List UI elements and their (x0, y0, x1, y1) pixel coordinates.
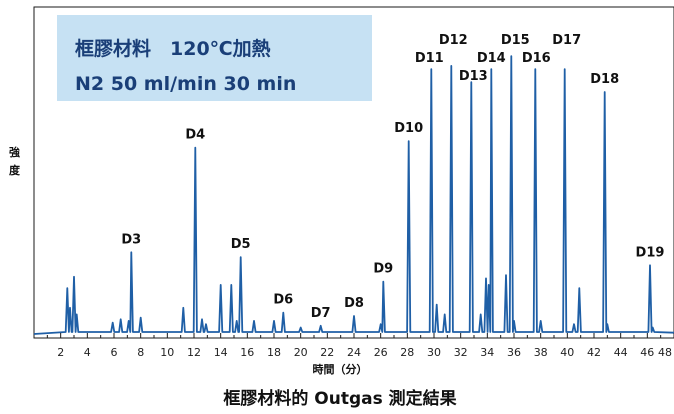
peak-label-d18: D18 (590, 72, 619, 87)
peak-label-d15: D15 (501, 33, 530, 48)
condition-box (57, 15, 372, 101)
x-tick-label: 24 (347, 346, 361, 359)
x-tick-label: 12 (187, 346, 201, 359)
x-tick-label: 6 (111, 346, 118, 359)
x-tick-label: 30 (427, 346, 441, 359)
x-tick-label: 16 (240, 346, 254, 359)
peak-label-d6: D6 (273, 293, 293, 308)
x-tick-label: 40 (560, 346, 574, 359)
peak-label-d11: D11 (415, 51, 444, 66)
peak-label-d16: D16 (522, 51, 551, 66)
x-tick-label: 20 (294, 346, 308, 359)
x-axis-label: 時間（分） (313, 362, 368, 376)
x-axis-ticks (46, 333, 674, 338)
x-tick-label: 42 (587, 346, 601, 359)
peak-label-d14: D14 (477, 51, 506, 66)
peak-label-d12: D12 (439, 33, 468, 48)
peak-label-d3: D3 (121, 232, 141, 247)
x-tick-label: 36 (507, 346, 521, 359)
x-tick-label: 44 (614, 346, 628, 359)
y-axis-label-char-1: 強 (9, 145, 20, 159)
x-tick-label: 26 (374, 346, 388, 359)
condition-line-1: 框膠材料 120℃加熱 (75, 37, 271, 60)
x-tick-label: 10 (160, 346, 174, 359)
x-tick-label: 14 (214, 346, 228, 359)
x-tick-label: 2 (57, 346, 64, 359)
peak-label-d8: D8 (344, 296, 364, 311)
x-tick-label: 18 (267, 346, 281, 359)
peak-label-d9: D9 (373, 262, 393, 277)
peak-label-d4: D4 (185, 128, 205, 143)
chart-title: 框膠材料的 Outgas 測定結果 (223, 388, 456, 409)
x-tick-label: 38 (534, 346, 548, 359)
x-axis-tick-labels: 2 4 6 8 10 12 14 16 18 20 22 24 26 28 30 32 34 36 38 40 42 44… (57, 346, 672, 359)
condition-line-2: N2 50 ml/min 30 min (75, 73, 296, 95)
peak-label-d5: D5 (231, 237, 251, 252)
x-tick-label: 32 (454, 346, 468, 359)
peak-label-d13: D13 (459, 69, 488, 84)
peak-label-d19: D19 (636, 245, 665, 260)
x-tick-label: 34 (480, 346, 494, 359)
x-tick-label: 22 (320, 346, 334, 359)
x-tick-label: 8 (137, 346, 144, 359)
x-tick-label: 28 (400, 346, 414, 359)
x-tick-label: 48 (658, 346, 672, 359)
y-axis-label-char-2: 度 (9, 163, 21, 177)
x-tick-label: 4 (84, 346, 91, 359)
peak-label-d7: D7 (311, 306, 331, 321)
chromatogram-trace (33, 55, 674, 335)
x-tick-label: 46 (640, 346, 654, 359)
peak-label-d17: D17 (552, 33, 581, 48)
peak-label-d10: D10 (394, 121, 423, 136)
